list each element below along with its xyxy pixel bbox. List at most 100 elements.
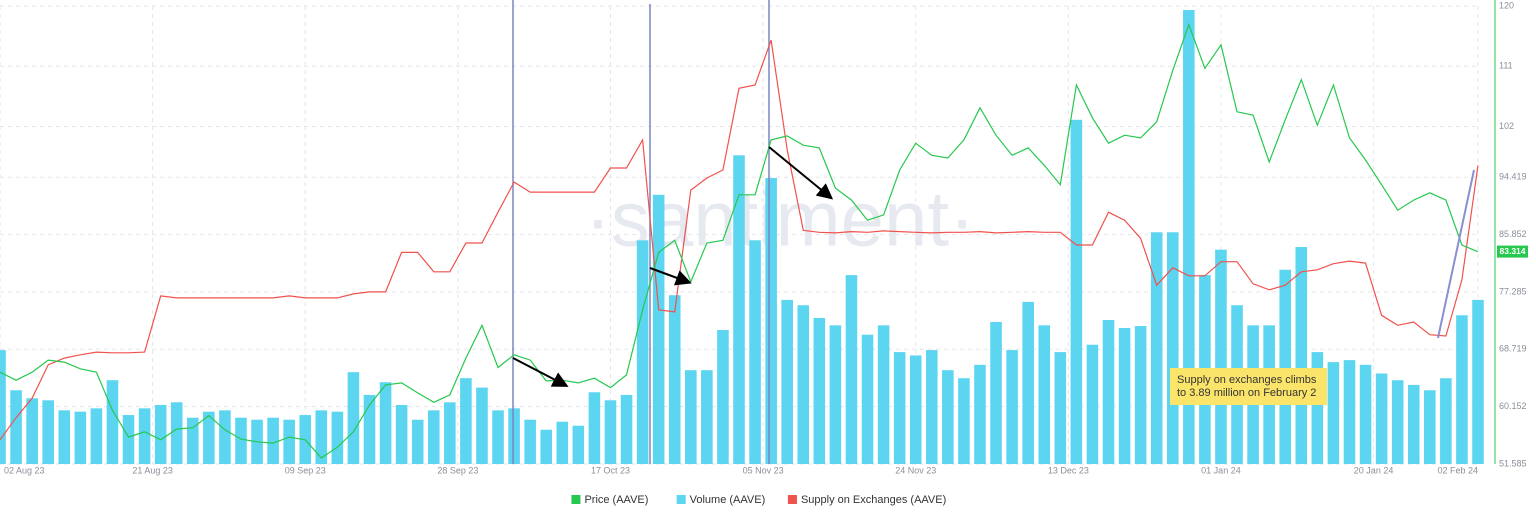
bar	[974, 364, 986, 464]
bar	[1440, 378, 1452, 464]
y-tick-label: 60.152	[1499, 401, 1527, 411]
bar	[813, 317, 826, 464]
bar	[42, 400, 54, 464]
line	[0, 39, 1479, 441]
bar	[1311, 352, 1324, 464]
bar	[1054, 352, 1067, 464]
bar	[379, 382, 392, 464]
bar	[1038, 325, 1051, 464]
legend-label: Volume (AAVE)	[690, 494, 766, 506]
legend-label: Price (AAVE)	[584, 494, 648, 506]
bar	[347, 372, 360, 464]
bar	[444, 402, 456, 464]
bar	[1407, 384, 1420, 464]
bar	[492, 410, 504, 464]
bar	[427, 410, 440, 464]
bar	[186, 417, 199, 464]
x-tick-label: 17 Oct 23	[591, 465, 630, 475]
arrow	[768, 146, 834, 200]
bar	[604, 400, 617, 464]
bar	[170, 402, 183, 464]
bar	[1391, 380, 1404, 464]
x-tick-label: 02 Feb 24	[1437, 465, 1478, 475]
legend-swatch	[787, 495, 797, 504]
bar	[797, 305, 810, 464]
bar	[717, 330, 729, 464]
bar	[925, 350, 938, 464]
legend-swatch	[676, 495, 686, 504]
bar	[620, 394, 633, 464]
bar	[122, 415, 135, 464]
bar	[106, 380, 119, 464]
bar	[1279, 269, 1292, 464]
bar	[861, 334, 874, 464]
bar	[845, 275, 858, 464]
bar	[958, 378, 970, 464]
bar	[1359, 364, 1372, 464]
arrow	[649, 267, 692, 286]
bar	[460, 378, 472, 464]
bar	[26, 398, 38, 464]
legend-label: Supply on Exchanges (AAVE)	[801, 494, 946, 506]
bar	[1295, 246, 1308, 464]
bar	[1006, 350, 1018, 464]
bar	[829, 325, 842, 464]
x-tick-label: 24 Nov 23	[895, 465, 936, 475]
bar	[10, 390, 22, 464]
bar	[524, 419, 536, 464]
annotation: to 3.89 million on February 2	[1177, 387, 1316, 399]
x-tick-label: 02 Aug 23	[4, 465, 45, 475]
arrow	[512, 357, 569, 387]
bar	[556, 421, 569, 464]
bar	[1327, 362, 1340, 464]
bar	[1215, 249, 1227, 464]
y-tick-label: 77.285	[1499, 286, 1527, 296]
price-badge-label: 83.314	[1500, 246, 1526, 256]
bar	[1343, 360, 1356, 464]
bar	[685, 370, 697, 464]
bar	[476, 387, 488, 464]
bar	[0, 350, 6, 464]
x-tick-label: 05 Nov 23	[743, 465, 784, 475]
line	[0, 22, 1479, 459]
bar	[411, 419, 424, 464]
bar	[733, 155, 745, 464]
bar	[990, 321, 1002, 464]
bar	[508, 408, 520, 464]
x-tick-label: 21 Aug 23	[132, 465, 173, 475]
bar	[765, 178, 777, 464]
x-tick-label: 20 Jan 24	[1354, 465, 1394, 475]
legend-swatch	[571, 495, 581, 504]
bar	[1102, 319, 1115, 464]
bar	[1134, 325, 1147, 464]
bar	[1118, 328, 1131, 464]
bar	[1086, 344, 1099, 464]
bar	[781, 299, 793, 464]
annotation: Supply on exchanges climbs	[1177, 374, 1317, 386]
y-tick-label: 111	[1499, 61, 1513, 71]
x-tick-label: 01 Jan 24	[1201, 465, 1241, 475]
x-tick-label: 13 Dec 23	[1048, 465, 1089, 475]
bar	[877, 325, 890, 464]
bar	[74, 411, 87, 464]
bar	[540, 429, 553, 464]
bar	[235, 417, 247, 464]
x-tick-label: 09 Sep 23	[285, 465, 326, 475]
bar	[315, 410, 328, 464]
bar	[1070, 119, 1083, 464]
bar	[636, 240, 649, 464]
bar	[749, 240, 761, 464]
annotation-box	[1170, 368, 1327, 405]
bar	[219, 410, 231, 464]
y-tick-label: 120	[1499, 0, 1514, 10]
price-badge	[1497, 245, 1528, 258]
bar	[1375, 373, 1388, 464]
bar	[90, 408, 103, 464]
bar	[909, 355, 922, 464]
bar	[1166, 232, 1179, 464]
bar	[283, 419, 295, 464]
bar	[331, 411, 344, 464]
bar	[652, 194, 665, 465]
